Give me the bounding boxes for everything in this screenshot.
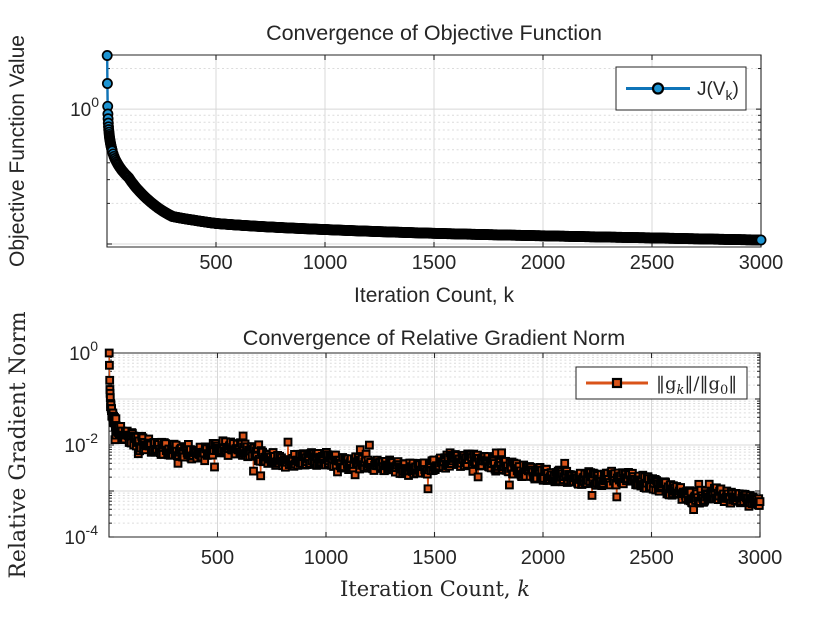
x-tick-label: 500 xyxy=(201,547,234,569)
legend-label-main: J(V xyxy=(697,79,726,100)
x-tick-label: 3000 xyxy=(739,252,784,274)
gradient-x-tick-labels: 500 1000 1500 2000 2500 3000 xyxy=(201,547,782,569)
legend-norm-close: ‖ xyxy=(728,374,737,395)
x-tick-label: 1000 xyxy=(303,252,348,274)
gradient-x-label-text: Iteration Count, xyxy=(340,577,517,601)
gradient-legend: ‖gk‖/‖g0‖ xyxy=(575,366,748,400)
gradient-legend-square-marker xyxy=(611,377,623,389)
objective-y-label: Objective Function Value xyxy=(6,35,29,267)
gradient-y-tick-labels: 100 10-2 10-4 xyxy=(64,338,98,549)
objective-markers xyxy=(101,50,767,246)
legend-label-subscript: k xyxy=(726,87,734,103)
y-tick-label: 100 xyxy=(70,94,99,121)
legend-subscript-k: k xyxy=(677,383,685,398)
gradient-x-label: Iteration Count, k xyxy=(340,577,530,601)
objective-plot: 500 1000 1500 2000 2500 3000 100 Convergence … xyxy=(6,21,783,307)
objective-x-label: Iteration Count, k xyxy=(354,284,514,307)
gradient-title: Convergence of Relative Gradient Norm xyxy=(243,326,625,350)
y-tick-label: 10-2 xyxy=(64,430,98,457)
x-tick-label: 1500 xyxy=(412,547,457,569)
x-tick-label: 2000 xyxy=(521,252,566,274)
y-tick-label: 100 xyxy=(69,338,98,365)
x-tick-label: 2500 xyxy=(629,547,674,569)
x-tick-label: 1000 xyxy=(304,547,349,569)
x-tick-label: 2000 xyxy=(521,547,566,569)
objective-title: Convergence of Objective Function xyxy=(266,21,602,45)
gradient-legend-label: ‖gk‖/‖g0‖ xyxy=(656,374,737,399)
objective-legend: J(Vk) xyxy=(615,66,747,111)
x-tick-label: 3000 xyxy=(738,547,783,569)
x-tick-label: 2500 xyxy=(630,252,675,274)
x-tick-label: 1500 xyxy=(412,252,457,274)
legend-norm-open: ‖g xyxy=(656,374,677,395)
legend-subscript-0: 0 xyxy=(720,383,728,398)
objective-legend-label: J(Vk) xyxy=(697,79,739,103)
objective-legend-circle-marker xyxy=(651,82,665,95)
objective-y-tick-labels: 100 xyxy=(70,94,99,121)
y-tick-label: 10-4 xyxy=(64,522,98,549)
gradient-y-label: Relative Gradient Norm xyxy=(6,311,31,578)
gradient-series xyxy=(104,348,765,515)
gradient-x-label-variable: k xyxy=(517,577,530,601)
gradient-plot: 500 1000 1500 2000 2500 3000 100 10-2 10-4 Conv… xyxy=(6,311,782,601)
objective-series xyxy=(101,50,767,246)
gradient-markers xyxy=(104,348,765,515)
legend-label-close: ) xyxy=(733,79,739,100)
legend-norm-divide: ‖/‖g xyxy=(684,374,720,395)
x-tick-label: 500 xyxy=(199,252,232,274)
objective-x-tick-labels: 500 1000 1500 2000 2500 3000 xyxy=(199,252,783,274)
